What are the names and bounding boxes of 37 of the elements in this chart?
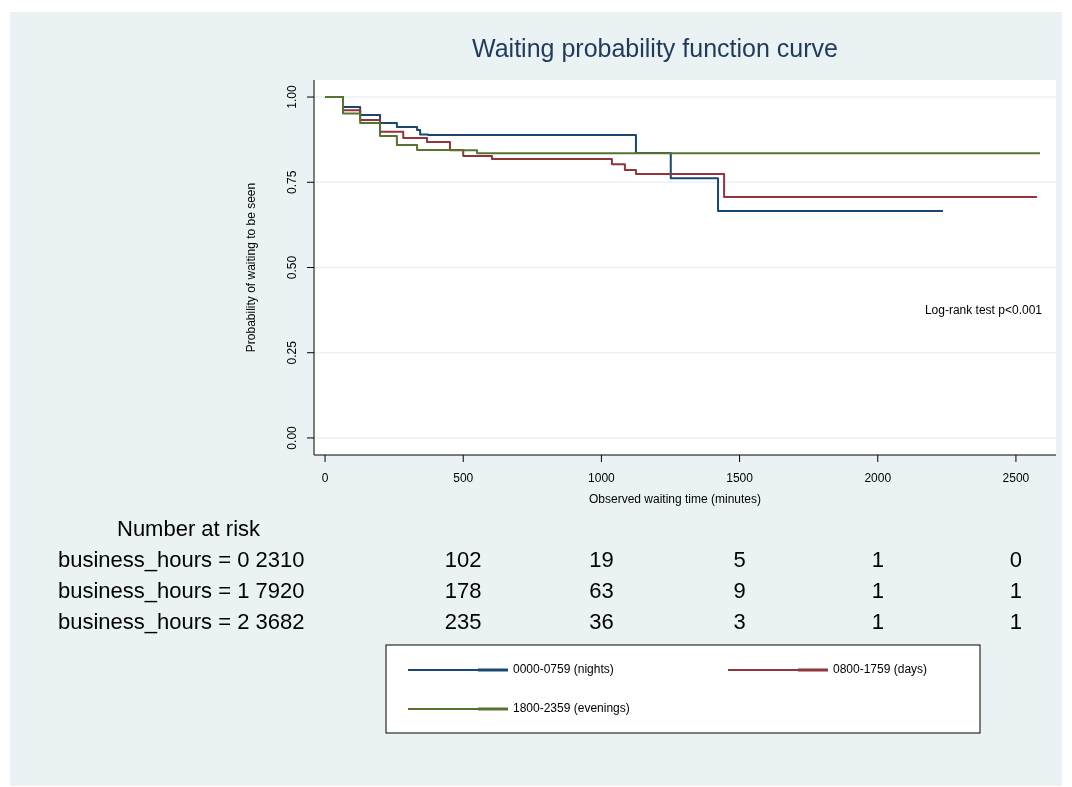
text: 0 <box>1009 547 1023 572</box>
y-tick-label: 0.50 <box>285 255 299 280</box>
text: 1 <box>871 547 884 572</box>
text: 102 <box>444 547 482 572</box>
y-axis-title: Probability of waiting to be seen <box>244 182 258 353</box>
x-tick-label: 1500 <box>726 471 754 485</box>
text: 235 <box>444 609 482 634</box>
y-tick-label: 0.75 <box>285 170 299 194</box>
chart-title: Waiting probability function curve <box>472 34 838 62</box>
x-tick-label: 500 <box>453 471 474 485</box>
text: business_hours = 1 7920 <box>58 578 305 603</box>
text: 1 <box>1009 609 1023 634</box>
y-tick-label: 0.25 <box>285 340 299 365</box>
text: 9 <box>733 578 746 603</box>
x-tick-label: 1000 <box>588 471 616 485</box>
x-tick-label: 0 <box>321 471 329 485</box>
text: 3 <box>733 609 746 634</box>
text: 36 <box>589 609 614 634</box>
text: 19 <box>589 547 614 572</box>
legend-label: 0800-1759 (days) <box>833 662 928 677</box>
text: 1 <box>871 609 884 634</box>
text: Number at risk <box>117 516 262 541</box>
text: 1 <box>1009 578 1023 603</box>
x-tick-label: 2000 <box>864 471 892 485</box>
text: 178 <box>444 578 482 603</box>
x-axis-title: Observed waiting time (minutes) <box>588 492 762 506</box>
text: 5 <box>733 547 746 572</box>
legend-label: 0000-0759 (nights) <box>513 662 614 677</box>
annotation: Log-rank test p<0.001 <box>924 303 1043 317</box>
text: business_hours = 0 2310 <box>58 547 305 572</box>
text: 1 <box>871 578 884 603</box>
text: business_hours = 2 3682 <box>58 609 305 634</box>
legend-label: 1800-2359 (evenings) <box>513 701 630 716</box>
y-tick-label: 1.00 <box>285 85 299 109</box>
y-tick-label: 0.00 <box>285 425 299 450</box>
x-tick-label: 2500 <box>1002 471 1030 485</box>
text: 63 <box>589 578 614 603</box>
